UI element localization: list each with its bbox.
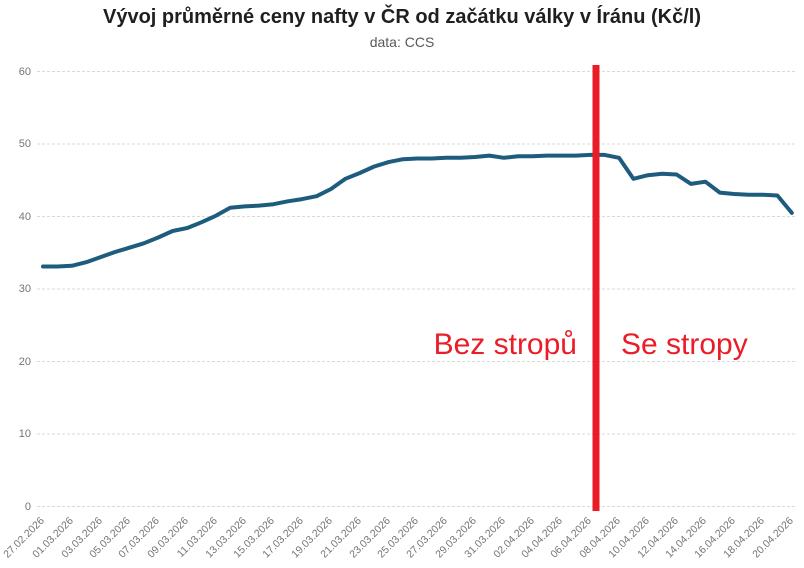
y-axis-tick-label: 10 bbox=[18, 428, 31, 440]
annotation-bez-stropu: Bez stropů bbox=[433, 328, 577, 361]
y-axis-tick-label: 0 bbox=[24, 500, 31, 513]
chart-subtitle: data: CCS bbox=[369, 34, 435, 50]
gridlines bbox=[37, 71, 795, 507]
y-axis-tick-label: 50 bbox=[18, 138, 31, 150]
y-axis-tick-label: 20 bbox=[18, 355, 31, 368]
price-cap-divider-line bbox=[592, 65, 600, 511]
y-axis-tick-label: 40 bbox=[18, 210, 31, 223]
price-line-series bbox=[41, 152, 794, 269]
annotation-se-stropy: Se stropy bbox=[621, 328, 748, 361]
chart-title: Vývoj průměrné ceny nafty v ČR od začátk… bbox=[103, 6, 701, 28]
y-axis-tick-label: 60 bbox=[18, 65, 31, 78]
y-axis-tick-label: 30 bbox=[18, 283, 31, 295]
